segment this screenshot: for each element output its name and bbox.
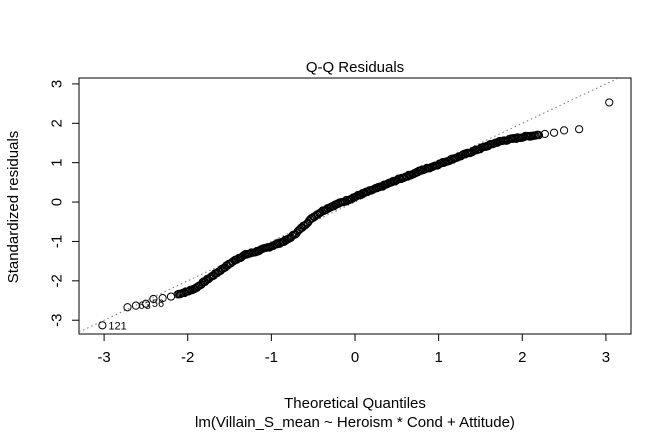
data-point: [149, 294, 158, 304]
point-label: 121: [108, 320, 126, 332]
data-point: [403, 172, 412, 181]
data-point: [559, 126, 569, 135]
data-point: [445, 156, 454, 165]
x-tick-label: -1: [265, 349, 278, 366]
reference-line: [78, 77, 619, 333]
data-point: [363, 187, 373, 196]
y-axis: -3 -2 -1 0 1 2 3: [49, 80, 80, 327]
y-tick-label: -2: [49, 274, 66, 287]
x-tick-label: -2: [181, 349, 194, 366]
plot-frame: [78, 77, 632, 335]
x-axis: -3 -2 -1 0 1 2 3: [97, 333, 610, 366]
data-point: [605, 98, 614, 107]
data-point: [131, 301, 140, 310]
y-tick-label: 2: [49, 119, 66, 127]
y-axis-label: Standardized residuals: [5, 131, 22, 284]
point-labels: 121 63 56: [108, 298, 164, 332]
data-point: [158, 294, 167, 303]
data-point: [274, 238, 283, 247]
x-tick-label: 0: [351, 349, 359, 366]
data-point: [98, 321, 107, 330]
data-point: [549, 128, 559, 137]
chart-subtitle: lm(Villain_S_mean ~ Heroism * Cond + Att…: [195, 414, 515, 431]
x-tick-label: 1: [434, 349, 442, 366]
y-tick-label: -3: [49, 314, 66, 327]
data-point: [534, 131, 544, 140]
x-tick-label: -3: [97, 349, 110, 366]
data-point: [184, 287, 194, 296]
x-axis-label: Theoretical Quantiles: [284, 395, 426, 412]
point-label: 56: [152, 298, 164, 310]
chart-title: Q-Q Residuals: [306, 59, 404, 76]
data-point: [123, 303, 132, 312]
data-point: [387, 178, 396, 187]
y-tick-label: 1: [49, 159, 66, 167]
x-tick-label: 2: [518, 349, 526, 366]
data-point: [141, 299, 151, 308]
x-tick-label: 3: [602, 349, 610, 366]
data-points: [98, 98, 614, 330]
data-point: [166, 292, 176, 301]
reference-line-path: [78, 77, 619, 333]
point-label: 63: [139, 300, 151, 312]
data-point: [575, 125, 584, 134]
y-tick-label: -1: [49, 235, 66, 248]
y-tick-label: 0: [49, 198, 66, 206]
y-tick-label: 3: [49, 80, 66, 88]
